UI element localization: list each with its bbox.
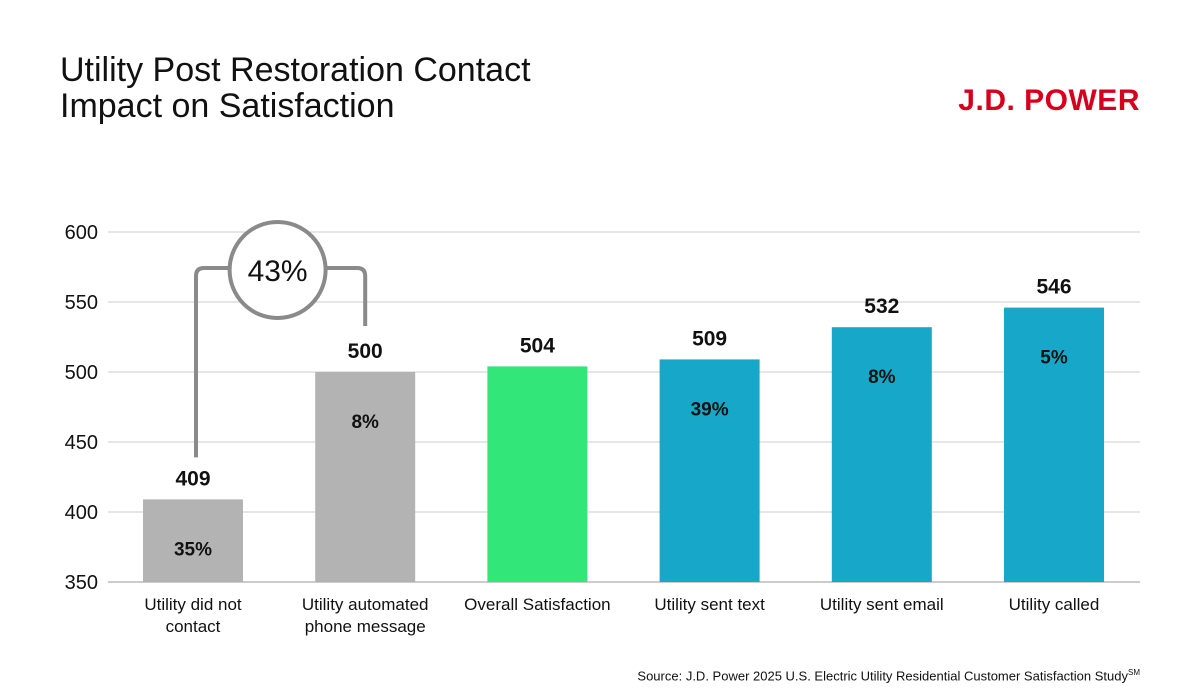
y-axis-ticks: 350 400 450 500 550 600 bbox=[65, 222, 98, 594]
value-label-4: 532 bbox=[864, 295, 899, 318]
bar-1 bbox=[315, 372, 416, 582]
percent-callout: 43% bbox=[194, 220, 368, 458]
x-label-0-0: Utility did not bbox=[144, 595, 242, 614]
chart-title-line-1: Utility Post Restoration Contact bbox=[60, 51, 531, 89]
x-label-4-0: Utility sent email bbox=[820, 595, 944, 614]
bar-0 bbox=[143, 499, 243, 582]
callout-percent: 43% bbox=[248, 255, 308, 288]
chart-title: Utility Post Restoration Contact Impact … bbox=[60, 52, 531, 124]
value-label-0: 409 bbox=[175, 467, 210, 490]
y-tick-600: 600 bbox=[65, 222, 98, 244]
y-tick-450: 450 bbox=[65, 432, 98, 454]
bars bbox=[143, 307, 1104, 582]
source-text: Source: J.D. Power 2025 U.S. Electric Ut… bbox=[637, 668, 1128, 684]
bar-labels: 409 35% 500 8% 504 509 39% 532 8% 546 5% bbox=[174, 276, 1072, 561]
percent-label-4: 8% bbox=[868, 367, 896, 388]
value-label-5: 546 bbox=[1036, 276, 1071, 299]
value-label-1: 500 bbox=[348, 340, 383, 363]
x-axis-labels: Utility did not contact Utility automated p… bbox=[144, 595, 1099, 636]
x-label-1-0: Utility automated bbox=[302, 595, 429, 614]
x-label-5-0: Utility called bbox=[1009, 595, 1100, 614]
x-label-3-0: Utility sent text bbox=[654, 595, 765, 614]
source-note: Source: J.D. Power 2025 U.S. Electric Ut… bbox=[637, 668, 1140, 683]
percent-label-0: 35% bbox=[174, 539, 212, 560]
chart-title-line-2: Impact on Satisfaction bbox=[60, 87, 395, 125]
y-tick-550: 550 bbox=[65, 292, 98, 314]
bar-3 bbox=[659, 359, 760, 582]
x-label-2-0: Overall Satisfaction bbox=[464, 595, 610, 614]
x-label-0-1: contact bbox=[166, 617, 221, 636]
value-label-3: 509 bbox=[692, 327, 727, 350]
callout-circle bbox=[227, 220, 328, 320]
value-label-2: 504 bbox=[520, 334, 555, 357]
y-tick-350: 350 bbox=[65, 572, 98, 594]
y-tick-500: 500 bbox=[65, 362, 98, 384]
percent-label-5: 5% bbox=[1040, 348, 1068, 369]
jd-power-logo: J.D. POWER bbox=[958, 84, 1140, 117]
service-mark: SM bbox=[1128, 668, 1140, 677]
bar-4 bbox=[831, 327, 932, 582]
percent-label-3: 39% bbox=[691, 399, 729, 420]
bar-5 bbox=[1004, 307, 1104, 582]
y-tick-400: 400 bbox=[65, 502, 98, 524]
percent-label-1: 8% bbox=[351, 412, 379, 433]
x-label-1-1: phone message bbox=[305, 617, 426, 636]
bar-2 bbox=[487, 366, 588, 582]
